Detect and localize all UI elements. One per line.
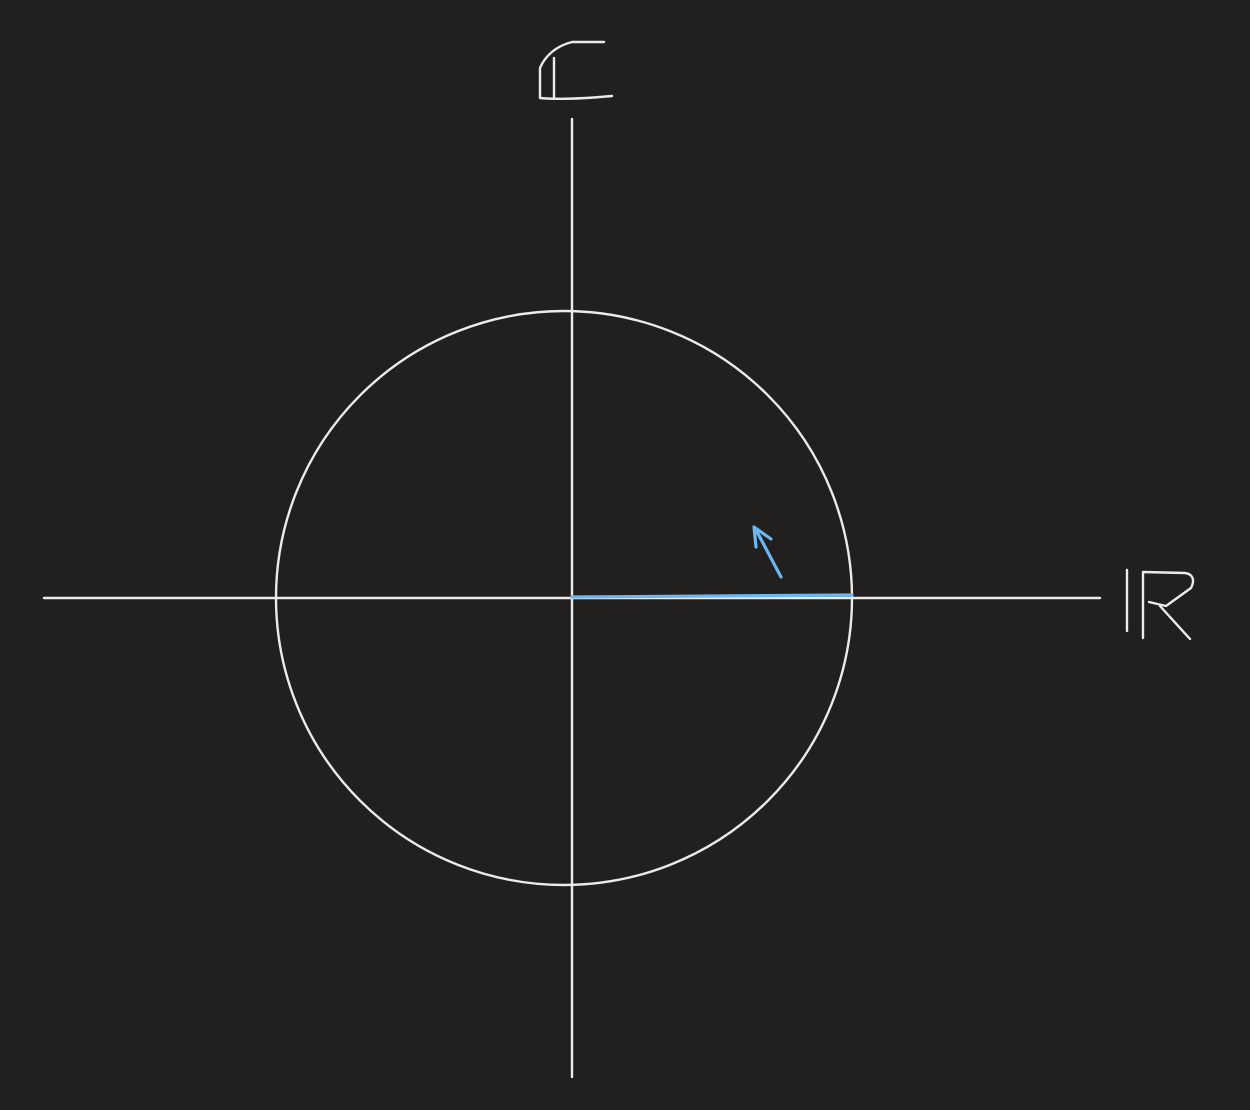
real-axis-label: ℝ xyxy=(1125,568,1195,641)
complex-axis-label-stroke xyxy=(538,40,614,101)
rotation-arrow-shaft xyxy=(753,526,783,579)
unit-circle xyxy=(274,309,854,887)
real-axis-label-stroke xyxy=(1141,570,1195,641)
rotation-arrow-head xyxy=(752,525,773,549)
radius-segment xyxy=(570,593,854,599)
complex-axis-label: ℂ xyxy=(538,40,614,101)
rotation-arrow xyxy=(752,525,783,579)
